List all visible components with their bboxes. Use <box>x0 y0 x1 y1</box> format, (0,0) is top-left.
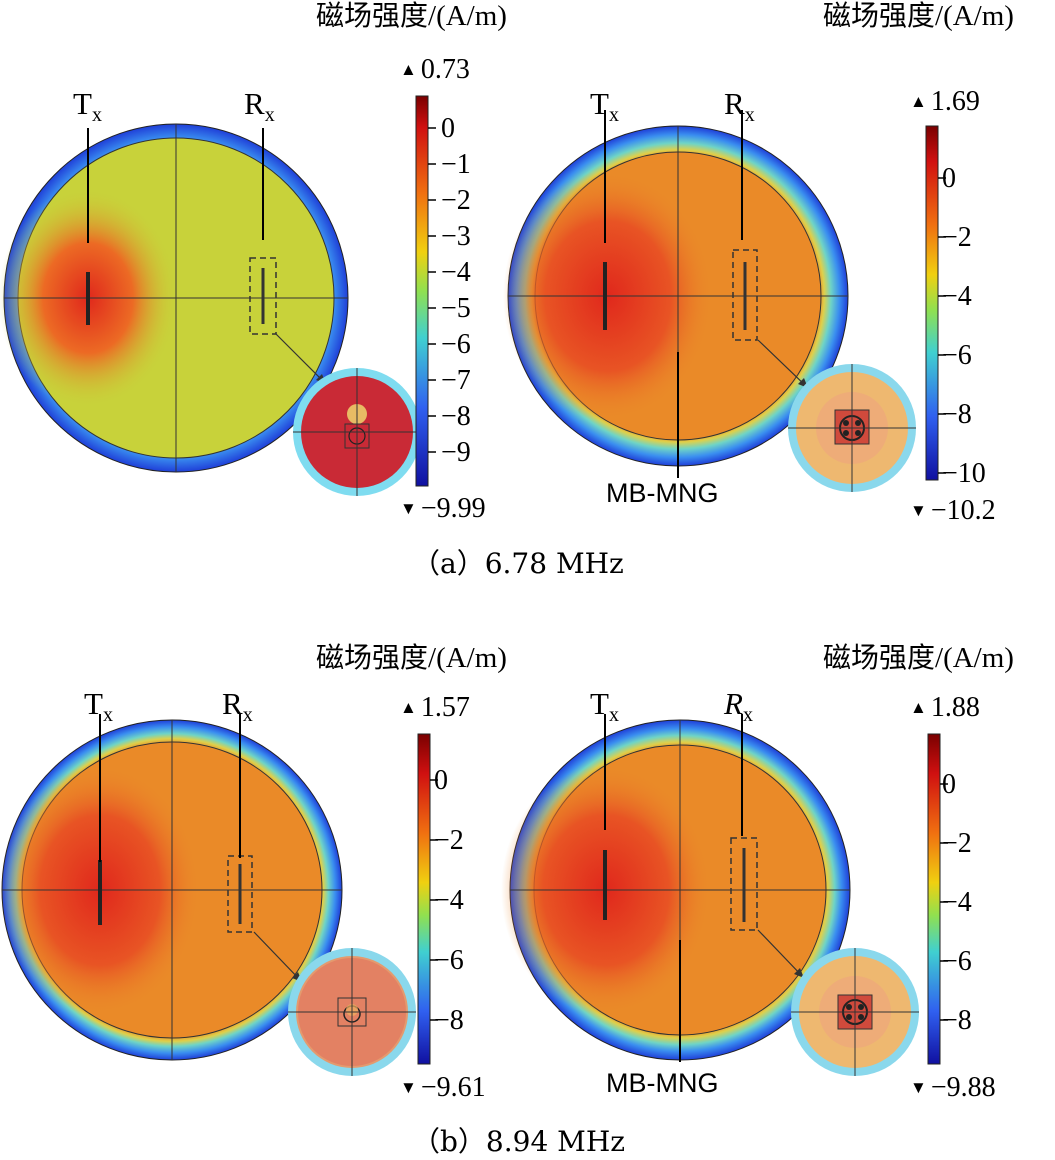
rx-label: Rx <box>244 86 275 126</box>
tick-label: −8 <box>441 401 471 432</box>
panel-a-left: 磁场强度/(A/m) ▲ 0.73 ▼ −9.99 0 −1 −2 −3 −4 −5… <box>0 0 520 530</box>
tick-label: −5 <box>441 293 471 324</box>
colorbar-ticks <box>428 127 436 453</box>
mbmng-label: MB-MNG <box>606 1068 719 1098</box>
tick-label: −4 <box>434 885 464 916</box>
tick-label: −4 <box>942 887 972 918</box>
field-plot-b-right <box>501 714 948 1076</box>
colorbar-min-label: ▼ −9.88 <box>910 1072 996 1103</box>
tick-label: −8 <box>434 1005 464 1036</box>
tick-label: −7 <box>441 365 471 396</box>
tick-label: −6 <box>441 329 471 360</box>
rx-box <box>249 257 277 335</box>
tick-label: −9 <box>441 437 471 468</box>
tick-label: −8 <box>942 1005 972 1036</box>
colorbar-title: 磁场强度/(A/m) <box>823 0 1014 32</box>
colorbar-min-label: ▼ −9.61 <box>400 1072 486 1103</box>
tick-label: −6 <box>942 340 972 371</box>
tx-label: Tx <box>84 686 113 726</box>
tx-label: Tx <box>590 86 619 126</box>
tx-label: Tx <box>590 686 619 726</box>
panel-b-left: 磁场强度/(A/m) ▲ 1.57 ▼ −9.61 0 −2 −4 −6 −8 Tx… <box>0 640 520 1110</box>
tick-label: −6 <box>942 946 972 977</box>
field-plot-b-left <box>0 714 438 1076</box>
tick-label: −2 <box>942 828 972 859</box>
tick-label: 0 <box>434 765 448 796</box>
rx-label: Rx <box>724 686 753 726</box>
tick-label: 0 <box>942 163 956 194</box>
colorbar-title: 磁场强度/(A/m) <box>316 641 507 674</box>
colorbar <box>415 95 429 487</box>
tick-label: −1 <box>441 149 471 180</box>
rx-label: Rx <box>222 686 253 726</box>
colorbar-title: 磁场强度/(A/m) <box>823 641 1014 674</box>
mbmng-label: MB-MNG <box>606 478 719 508</box>
colorbar-max-label: ▲ 1.57 <box>400 692 470 723</box>
colorbar-min-label: ▼ −10.2 <box>910 495 996 526</box>
colorbar-max-label: ▲ 1.69 <box>910 86 980 117</box>
tick-label: −4 <box>942 281 972 312</box>
colorbar-max-label: ▲ 1.88 <box>910 692 980 723</box>
tick-label: −10 <box>942 458 986 489</box>
tick-label: −2 <box>942 222 972 253</box>
caption-a: （a）6.78 MHz <box>412 547 624 580</box>
tick-label: −8 <box>942 399 972 430</box>
tx-label: Tx <box>73 86 102 126</box>
field-plot-a-right <box>503 110 946 492</box>
caption-b: （b）8.94 MHz <box>412 1125 626 1158</box>
tick-label: 0 <box>441 113 455 144</box>
field-plot-a-left <box>0 95 436 496</box>
rx-label: Rx <box>724 86 755 126</box>
colorbar-max-label: ▲ 0.73 <box>400 54 470 85</box>
tick-label: 0 <box>942 769 956 800</box>
tick-label: −3 <box>441 221 471 252</box>
tick-label: −6 <box>434 945 464 976</box>
tick-label: −2 <box>441 185 471 216</box>
tick-label: −4 <box>441 257 471 288</box>
colorbar-min-label: ▼ −9.99 <box>400 493 486 524</box>
panel-b-right: 磁场强度/(A/m) ▲ 1.88 ▼ −9.88 0 −2 −4 −6 −8 Tx… <box>501 640 1055 1110</box>
colorbar-title: 磁场强度/(A/m) <box>316 0 507 32</box>
panel-a-right: 磁场强度/(A/m) ▲ 1.69 ▼ −10.2 0 −2 −4 −6 −8 −1… <box>503 0 1055 530</box>
tick-label: −2 <box>434 825 464 856</box>
